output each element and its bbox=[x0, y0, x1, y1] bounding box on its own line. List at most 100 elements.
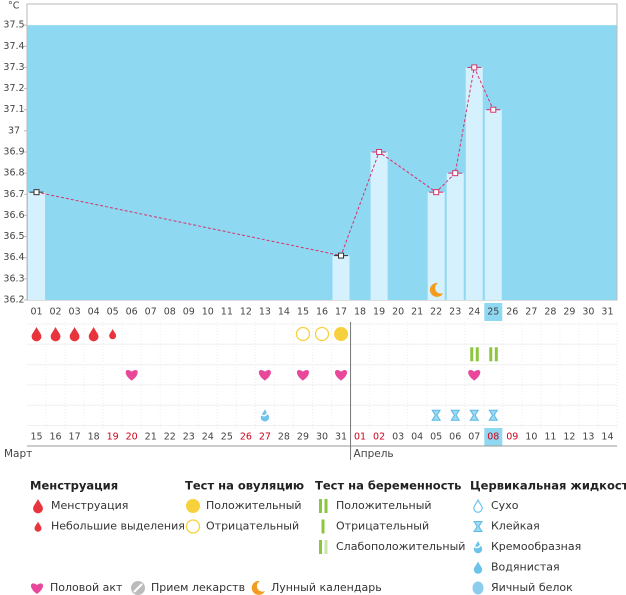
x-tick-label: 19 bbox=[373, 307, 385, 318]
legend-label: Половой акт bbox=[50, 581, 123, 594]
legend-label: Прием лекарств bbox=[151, 581, 245, 594]
icon-circle-empty bbox=[185, 519, 201, 534]
x-tick-label: 23 bbox=[449, 307, 461, 318]
legend-label: Водянистая bbox=[491, 561, 560, 574]
date-label: 11 bbox=[544, 432, 556, 443]
icon-shape bbox=[314, 326, 330, 342]
icon-shape bbox=[335, 370, 348, 381]
icon-shape bbox=[69, 327, 80, 342]
icon-shape bbox=[450, 409, 461, 421]
icon-sticky bbox=[488, 409, 499, 421]
icon-heart bbox=[468, 370, 481, 381]
x-tick-label: 22 bbox=[430, 307, 442, 318]
x-tick-label: 28 bbox=[544, 307, 556, 318]
icon-circle-filled bbox=[334, 327, 349, 341]
icon-shape bbox=[186, 499, 200, 513]
month-label: Апрель bbox=[354, 448, 394, 460]
icon-bar-positive bbox=[470, 347, 479, 362]
icon-bar-positive bbox=[319, 499, 328, 513]
y-axis-label: °C bbox=[8, 1, 20, 12]
legend-title: Тест на овуляцию bbox=[185, 479, 304, 493]
x-tick-label: 12 bbox=[240, 307, 252, 318]
icon-shape bbox=[470, 347, 474, 362]
icon-sticky bbox=[431, 409, 442, 421]
date-label: 23 bbox=[183, 432, 195, 443]
legend-label: Клейкая bbox=[491, 520, 540, 533]
icon-sticky bbox=[469, 409, 480, 421]
icon-shape bbox=[295, 326, 311, 342]
temperature-bar bbox=[446, 173, 464, 300]
legend-title: Менструация bbox=[30, 479, 118, 493]
legend-label: Отрицательный bbox=[336, 520, 429, 533]
x-tick-label: 04 bbox=[88, 307, 100, 318]
date-label: 06 bbox=[449, 432, 461, 443]
icon-moon bbox=[251, 580, 265, 595]
icon-watery bbox=[473, 561, 483, 574]
temperature-point bbox=[33, 189, 40, 196]
temperature-point bbox=[376, 149, 383, 155]
x-tick-label: 25 bbox=[487, 307, 499, 318]
legend-label: Кремообразная bbox=[491, 540, 581, 553]
temperature-bar bbox=[465, 67, 483, 300]
temperature-bar bbox=[427, 192, 445, 300]
icon-drop-small bbox=[34, 521, 42, 532]
x-tick-label: 18 bbox=[354, 307, 366, 318]
x-tick-label: 05 bbox=[107, 307, 119, 318]
icon-shape bbox=[321, 519, 325, 534]
legend-label: Сухо bbox=[491, 499, 519, 512]
icon-bar-negative bbox=[321, 519, 325, 534]
temperature-point bbox=[471, 64, 478, 71]
date-label: 27 bbox=[259, 432, 271, 443]
icon-shape bbox=[473, 498, 483, 513]
icon-shape bbox=[50, 327, 61, 342]
temperature-bar bbox=[370, 152, 388, 300]
icon-shape bbox=[494, 347, 498, 362]
icon-sticky bbox=[473, 521, 483, 532]
legend-label: Небольшие выделения bbox=[51, 520, 185, 533]
y-tick-label: 36.9 bbox=[3, 147, 24, 158]
date-label: 08 bbox=[487, 432, 499, 443]
icon-heart bbox=[258, 370, 271, 381]
temperature-bar bbox=[484, 109, 502, 300]
today-highlight bbox=[484, 428, 503, 446]
date-label: 17 bbox=[69, 432, 81, 443]
x-tick-label: 02 bbox=[50, 307, 62, 318]
icon-drop bbox=[50, 327, 61, 342]
y-tick-label: 36.7 bbox=[3, 189, 24, 200]
icon-eggwhite bbox=[472, 581, 484, 595]
x-tick-label: 09 bbox=[183, 307, 195, 318]
icon-bar-positive bbox=[489, 347, 498, 362]
legend-label: Слабоположительный bbox=[336, 540, 465, 553]
date-label: 15 bbox=[30, 432, 42, 443]
icon-shape bbox=[125, 370, 138, 381]
icon-shape bbox=[473, 561, 483, 574]
icon-shape bbox=[473, 521, 483, 532]
x-tick-label: 27 bbox=[525, 307, 537, 318]
x-tick-label: 21 bbox=[411, 307, 423, 318]
date-label: 18 bbox=[88, 432, 100, 443]
legend-label: Лунный календарь bbox=[271, 581, 382, 594]
icon-shape bbox=[469, 409, 480, 421]
x-tick-label: 08 bbox=[164, 307, 176, 318]
icon-shape bbox=[431, 409, 442, 421]
icon-drop-small bbox=[109, 329, 117, 340]
icon-shape bbox=[34, 521, 42, 532]
y-tick-label: 37 bbox=[8, 125, 20, 136]
date-label: 04 bbox=[411, 432, 423, 443]
x-tick-label: 07 bbox=[145, 307, 157, 318]
icon-heart bbox=[296, 370, 309, 381]
icon-shape bbox=[31, 327, 42, 342]
legend-label: Яичный белок bbox=[491, 581, 573, 594]
icon-shape bbox=[488, 409, 499, 421]
y-tick-label: 36.5 bbox=[3, 231, 24, 242]
date-label: 25 bbox=[221, 432, 233, 443]
icon-heart bbox=[125, 370, 138, 381]
temperature-bar bbox=[28, 192, 46, 300]
icon-circle-filled bbox=[186, 499, 200, 513]
icon-shape bbox=[33, 499, 43, 514]
date-label: 09 bbox=[506, 432, 518, 443]
y-tick-label: 36.8 bbox=[3, 168, 24, 179]
date-label: 30 bbox=[316, 432, 328, 443]
date-label: 07 bbox=[468, 432, 480, 443]
